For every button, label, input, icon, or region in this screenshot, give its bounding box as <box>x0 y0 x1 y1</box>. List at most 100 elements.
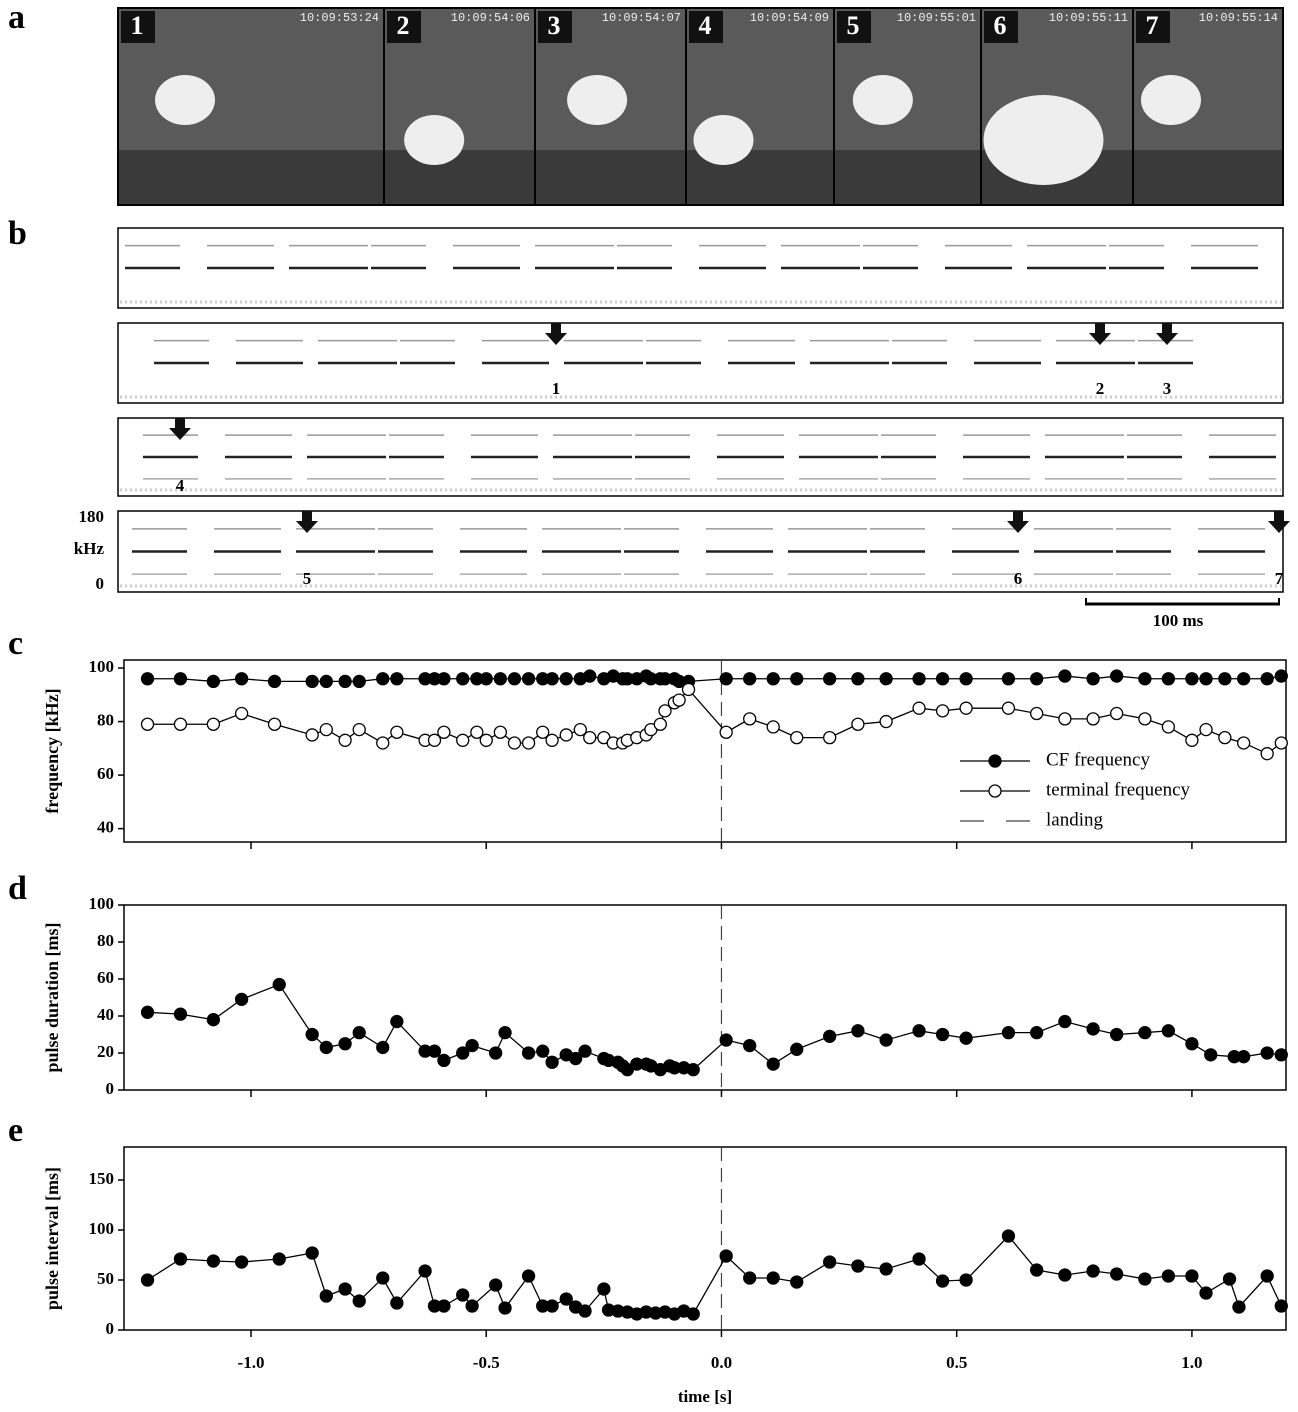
data-point <box>790 672 804 686</box>
data-point <box>437 672 451 686</box>
legend-label: CF frequency <box>1046 749 1150 770</box>
data-point <box>1185 672 1199 686</box>
data-point <box>140 717 155 731</box>
y-axis-label: frequency [kHz] <box>42 688 62 813</box>
data-point <box>418 1264 432 1278</box>
data-point <box>234 672 249 686</box>
data-point <box>489 1046 503 1060</box>
data-point <box>851 672 865 686</box>
data-point <box>319 722 333 737</box>
frame-timestamp: 10:09:55:01 <box>897 11 976 25</box>
plot-frame <box>123 1146 1287 1331</box>
data-point <box>766 720 780 734</box>
arrow <box>545 323 567 345</box>
data-point <box>465 1038 479 1053</box>
data-point <box>1138 672 1152 686</box>
data-point <box>686 1063 700 1077</box>
data-point <box>935 1027 950 1042</box>
data-point <box>1030 672 1044 686</box>
data-point <box>1058 712 1072 726</box>
data-point <box>338 1037 352 1051</box>
data-point <box>352 1294 366 1308</box>
data-point <box>1260 1046 1274 1060</box>
data-point <box>1232 1300 1246 1314</box>
data-point <box>352 1026 366 1040</box>
data-point <box>1274 736 1288 750</box>
bat <box>983 95 1104 185</box>
data-point <box>559 672 573 686</box>
data-point <box>390 725 404 739</box>
marker-number: 2 <box>1096 379 1105 398</box>
bat <box>404 115 465 165</box>
data-point <box>390 672 404 686</box>
data-point <box>578 1304 592 1318</box>
data-point <box>1109 706 1124 721</box>
y-tick-label: 0 <box>106 1319 115 1338</box>
data-point <box>1260 1269 1274 1283</box>
frame-number: 7 <box>1146 11 1159 40</box>
data-point <box>234 706 249 721</box>
spectro-axis-label: kHz <box>74 539 105 558</box>
data-point <box>456 672 470 686</box>
data-point <box>1185 1269 1199 1283</box>
bat <box>567 75 628 125</box>
data-point <box>879 1262 893 1276</box>
data-point <box>456 733 470 747</box>
data-point <box>1001 672 1016 686</box>
data-point <box>1260 672 1274 686</box>
y-tick-label: 150 <box>89 1169 115 1188</box>
data-point <box>173 1252 188 1266</box>
y-tick-label: 60 <box>97 968 114 987</box>
scale-bar-label: 100 ms <box>1153 611 1204 630</box>
bat <box>1141 75 1201 125</box>
data-point <box>879 672 893 686</box>
x-tick-label: 0.0 <box>711 1353 732 1372</box>
spectro-axis-label: 0 <box>96 574 105 593</box>
data-point <box>1161 1269 1176 1283</box>
data-point <box>912 701 926 715</box>
data-point <box>959 1273 973 1287</box>
arrow <box>1156 323 1178 345</box>
photo-floor <box>835 150 980 204</box>
x-tick-label: -1.0 <box>238 1353 265 1372</box>
data-point <box>319 1040 333 1055</box>
x-tick-label: 1.0 <box>1181 1353 1202 1372</box>
frame-timestamp: 10:09:55:14 <box>1199 11 1278 25</box>
data-point <box>559 1292 573 1306</box>
y-tick-label: 20 <box>97 1042 114 1061</box>
data-point <box>1237 1050 1251 1064</box>
data-point <box>376 1271 390 1285</box>
data-point <box>1274 669 1288 683</box>
frame-number-box <box>387 11 421 43</box>
data-point <box>790 1275 804 1289</box>
data-point <box>851 717 865 731</box>
data-point <box>743 712 757 726</box>
panel-label: d <box>8 870 27 907</box>
frame-timestamp: 10:09:54:09 <box>750 11 829 25</box>
data-point <box>1058 1268 1072 1282</box>
data-point <box>437 725 451 739</box>
y-tick-label: 100 <box>89 657 115 676</box>
data-point <box>1237 672 1251 686</box>
legend-label: landing <box>1046 809 1103 830</box>
data-point <box>498 1301 512 1315</box>
plot-frame <box>123 904 1287 1091</box>
data-point <box>935 672 950 686</box>
data-point <box>879 714 893 729</box>
frame-number-box <box>121 11 155 43</box>
data-point <box>1086 672 1100 686</box>
data-point <box>1260 747 1274 761</box>
data-point <box>1218 730 1232 745</box>
frame-number-box <box>538 11 572 43</box>
legend-marker <box>988 784 1002 798</box>
bat <box>852 75 913 125</box>
data-point <box>790 730 804 745</box>
data-point <box>823 672 837 686</box>
data-point <box>743 1271 757 1285</box>
data-point <box>1222 1272 1237 1286</box>
data-point <box>681 682 696 697</box>
data-point <box>578 1044 592 1058</box>
frame-number-box <box>1136 11 1170 43</box>
data-point <box>1086 1264 1100 1278</box>
data-point <box>1086 1022 1100 1036</box>
